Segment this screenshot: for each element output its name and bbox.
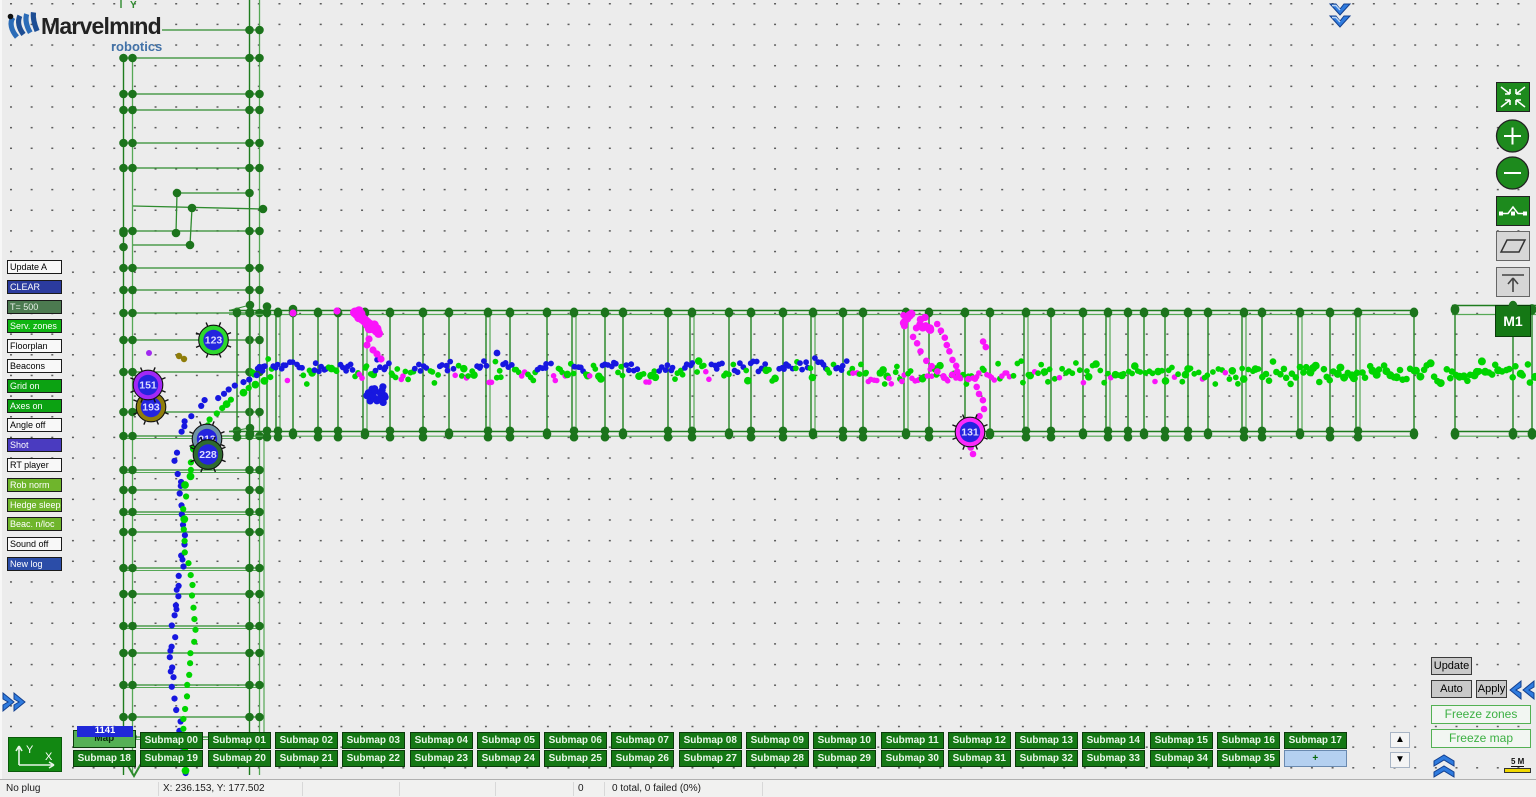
svg-text:Y: Y — [26, 744, 34, 756]
svg-text:193: 193 — [142, 402, 160, 414]
svg-text:Y: Y — [130, 0, 137, 11]
svg-text:robotics: robotics — [111, 39, 162, 54]
svg-text:X: X — [45, 751, 53, 763]
svg-text:123: 123 — [205, 335, 223, 347]
svg-text:131: 131 — [961, 427, 979, 439]
svg-text:151: 151 — [139, 380, 157, 392]
svg-text:Marvelmınd: Marvelmınd — [41, 13, 161, 39]
svg-text:228: 228 — [199, 449, 217, 461]
